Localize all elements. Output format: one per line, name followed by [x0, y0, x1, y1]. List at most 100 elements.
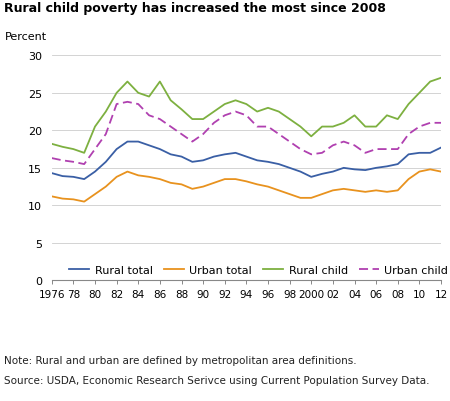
Rural child — [363, 125, 368, 130]
Rural child — [417, 91, 422, 96]
Urban child — [266, 125, 271, 130]
Rural total — [146, 144, 152, 148]
Urban child — [233, 110, 238, 115]
Urban child — [60, 158, 65, 163]
Urban total — [71, 197, 76, 202]
Rural total — [287, 166, 292, 171]
Rural total — [395, 162, 400, 167]
Urban total — [211, 181, 216, 186]
Rural child — [114, 91, 119, 96]
Rural total — [200, 158, 206, 163]
Urban total — [406, 177, 411, 182]
Urban child — [330, 144, 336, 148]
Rural total — [255, 158, 260, 163]
Rural total — [81, 177, 87, 182]
Rural total — [428, 151, 433, 156]
Rural child — [233, 99, 238, 103]
Urban child — [276, 132, 282, 137]
Rural total — [406, 152, 411, 157]
Rural total — [363, 168, 368, 173]
Urban total — [146, 175, 152, 180]
Urban child — [179, 132, 184, 137]
Urban total — [157, 177, 162, 182]
Rural child — [384, 113, 390, 118]
Rural child — [92, 125, 98, 130]
Rural child — [135, 91, 141, 96]
Urban child — [406, 132, 411, 137]
Urban total — [341, 187, 346, 192]
Line: Urban total: Urban total — [52, 170, 441, 202]
Urban total — [428, 168, 433, 172]
Urban total — [352, 188, 357, 193]
Rural total — [92, 170, 98, 174]
Line: Urban child: Urban child — [52, 103, 441, 165]
Rural child — [320, 125, 325, 130]
Rural child — [200, 117, 206, 122]
Urban total — [179, 182, 184, 187]
Rural total — [352, 168, 357, 172]
Urban child — [438, 121, 444, 126]
Rural child — [157, 80, 162, 85]
Rural total — [266, 160, 271, 165]
Urban child — [363, 151, 368, 156]
Urban child — [49, 156, 54, 161]
Rural total — [60, 174, 65, 179]
Rural total — [135, 140, 141, 145]
Rural child — [81, 151, 87, 156]
Line: Rural total: Rural total — [52, 142, 441, 180]
Urban child — [103, 132, 108, 137]
Urban total — [200, 185, 206, 190]
Urban total — [60, 197, 65, 202]
Rural total — [114, 147, 119, 152]
Legend: Rural total, Urban total, Rural child, Urban child: Rural total, Urban total, Rural child, U… — [69, 265, 448, 275]
Urban child — [92, 147, 98, 152]
Urban total — [125, 170, 130, 174]
Urban total — [266, 185, 271, 190]
Rural total — [276, 162, 282, 167]
Urban child — [211, 121, 216, 126]
Urban total — [189, 187, 195, 192]
Urban total — [320, 192, 325, 197]
Line: Rural child: Rural child — [52, 79, 441, 154]
Rural total — [384, 164, 390, 169]
Rural total — [330, 170, 336, 174]
Rural child — [428, 80, 433, 85]
Rural child — [374, 125, 379, 130]
Rural total — [49, 171, 54, 176]
Urban child — [320, 151, 325, 156]
Urban child — [222, 113, 227, 118]
Urban total — [309, 196, 314, 201]
Rural total — [417, 151, 422, 156]
Rural child — [222, 102, 227, 107]
Urban child — [417, 125, 422, 130]
Urban total — [255, 182, 260, 187]
Urban child — [244, 113, 249, 118]
Rural total — [298, 170, 303, 174]
Urban child — [341, 140, 346, 145]
Rural child — [255, 110, 260, 115]
Urban total — [298, 196, 303, 201]
Rural total — [222, 152, 227, 157]
Rural child — [341, 121, 346, 126]
Rural child — [298, 125, 303, 130]
Urban total — [233, 177, 238, 182]
Urban total — [135, 174, 141, 178]
Urban child — [298, 147, 303, 152]
Rural child — [330, 125, 336, 130]
Urban child — [146, 113, 152, 118]
Urban child — [384, 147, 390, 152]
Urban total — [417, 170, 422, 174]
Urban child — [81, 162, 87, 167]
Rural child — [266, 106, 271, 111]
Urban total — [330, 188, 336, 193]
Rural child — [125, 80, 130, 85]
Urban child — [352, 144, 357, 148]
Urban total — [244, 180, 249, 184]
Urban child — [395, 147, 400, 152]
Urban total — [287, 192, 292, 197]
Urban child — [135, 102, 141, 107]
Urban total — [92, 192, 98, 197]
Rural child — [276, 110, 282, 115]
Rural total — [438, 146, 444, 151]
Rural child — [49, 142, 54, 147]
